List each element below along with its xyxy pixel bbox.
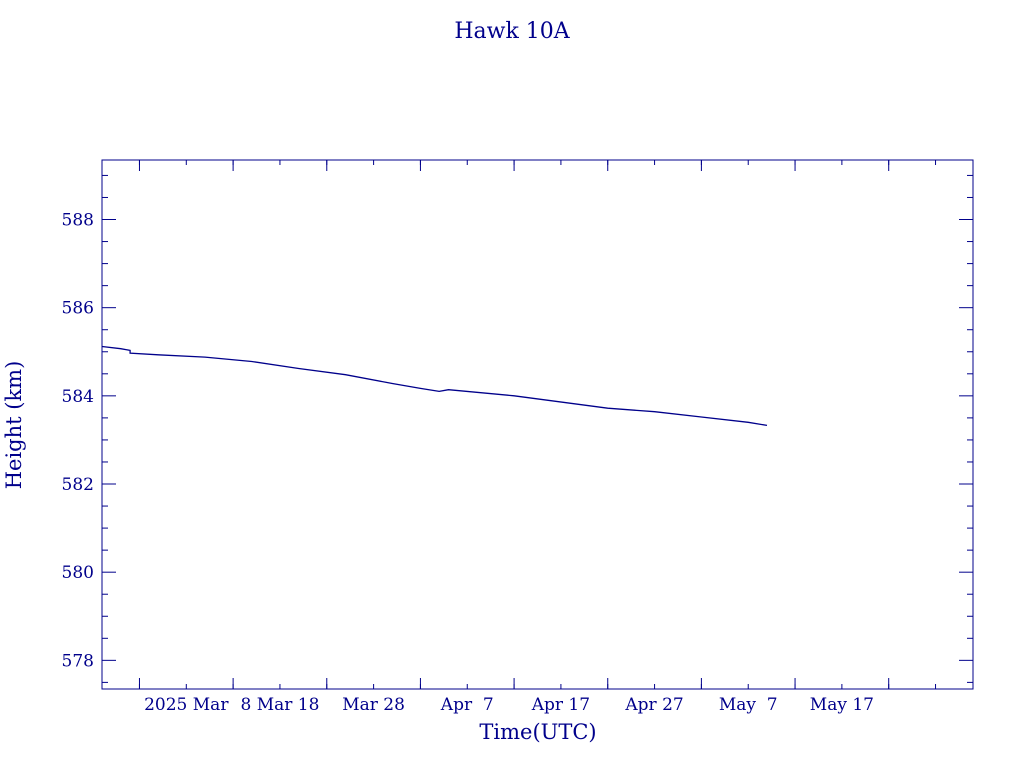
- x-tick-label: 2025 Mar: [144, 695, 229, 715]
- y-axis-ticks: 578 580 582 584 586 588: [62, 174, 973, 683]
- x-tick-label: 8 Mar 18: [240, 695, 319, 715]
- y-tick-label: 578: [62, 651, 94, 671]
- series-group: [101, 345, 768, 427]
- series-line: [101, 345, 768, 427]
- y-axis-label: Height (km): [2, 361, 26, 490]
- x-tick-label: Apr 17: [531, 695, 590, 715]
- x-tick-label: Apr 7: [440, 695, 494, 715]
- y-tick-label: 584: [62, 387, 94, 407]
- x-axis-label: Time(UTC): [479, 720, 596, 744]
- y-tick-label: 582: [62, 475, 94, 495]
- y-tick-label: 586: [62, 299, 94, 319]
- y-tick-label: 588: [62, 211, 94, 231]
- x-tick-label: Apr 27: [624, 695, 683, 715]
- y-tick-label: 580: [62, 563, 94, 583]
- x-tick-label: May 7: [719, 695, 778, 715]
- plot-frame: [101, 159, 974, 690]
- x-axis-ticks: 2025 Mar 8 Mar 18 Mar 28 Apr 7 Apr 17 Apr 27 M…: [138, 160, 937, 715]
- x-tick-label: May 17: [810, 695, 874, 715]
- x-tick-label: Mar 28: [342, 695, 405, 715]
- chart-title: Hawk 10A: [454, 19, 570, 44]
